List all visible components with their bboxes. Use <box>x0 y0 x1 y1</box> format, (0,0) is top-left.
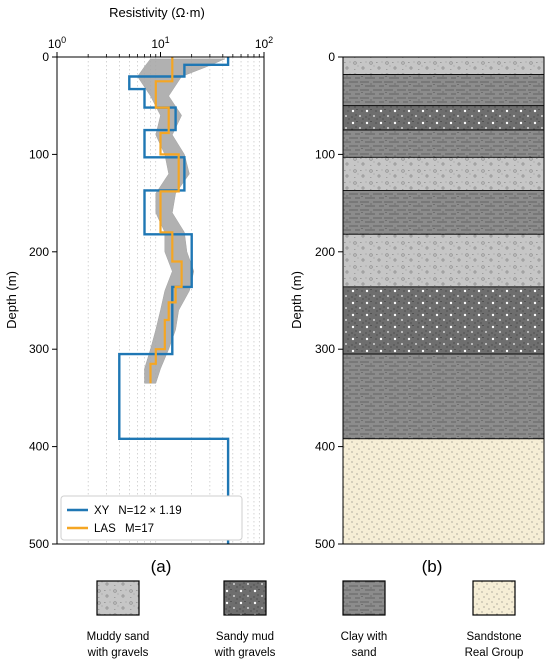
x-tick-label: 101 <box>151 35 169 51</box>
y-tick-label: 400 <box>29 440 49 454</box>
x-axis-title: Resistivity (Ω·m) <box>109 5 205 20</box>
y-tick-label: 300 <box>29 342 49 356</box>
series-line-xy <box>118 57 230 544</box>
key-swatch-clay <box>342 580 386 616</box>
grid <box>87 57 260 544</box>
y-tick-label: 100 <box>29 147 49 161</box>
key-label-sandy-mud: Sandy mud <box>216 631 274 643</box>
svg-text:XY N=12 × 1.19: XY N=12 × 1.19 <box>94 505 182 517</box>
lithology-layer-muddy-sand <box>342 56 545 75</box>
y-tick-label: 0 <box>42 50 49 64</box>
key-label-clay-line2: sand <box>352 647 377 659</box>
legend-suffix-xy: N=12 × 1.19 <box>118 505 181 517</box>
y-tick-label: 0 <box>328 50 335 64</box>
lithology-layer-muddy-sand <box>342 233 545 288</box>
y-tick-label: 400 <box>315 440 335 454</box>
x-ticks: 100 101 102 <box>48 35 273 57</box>
lithology-layer-clay <box>342 74 545 107</box>
lithology-y-ticks: 0 100 200 300 400 500 <box>315 50 343 551</box>
spread-band <box>137 58 226 384</box>
y-tick-label: 500 <box>315 537 335 551</box>
legend-box <box>60 495 243 541</box>
key-label-muddy-sand-line2: with gravels <box>87 647 149 659</box>
panel-label-b: (b) <box>422 557 443 576</box>
key-label-sandy-mud-line2: with gravels <box>214 647 276 659</box>
lithology-layer-sandy-mud <box>342 286 545 355</box>
key-swatch-muddy-sand <box>96 580 140 616</box>
key-label-sandstone-line2: Real Group <box>465 647 524 659</box>
lithology-y-axis-title: Depth (m) <box>289 271 304 329</box>
series-line-las <box>149 57 183 384</box>
x-tick-label: 102 <box>255 35 273 51</box>
lithology-key: Muddy sand with gravels Sandy mud with grav… <box>87 580 524 659</box>
y-tick-label: 500 <box>29 537 49 551</box>
y-axis-title: Depth (m) <box>4 271 19 329</box>
lithology-layer-clay <box>342 353 545 440</box>
y-tick-label: 200 <box>29 245 49 259</box>
resistivity-panel: Resistivity (Ω·m) Depth (m) 100 101 102 01… <box>4 5 273 576</box>
key-swatch-sandy-mud <box>223 580 267 616</box>
y-tick-label: 300 <box>315 342 335 356</box>
y-tick-label: 200 <box>315 245 335 259</box>
key-label-muddy-sand: Muddy sand <box>87 631 150 643</box>
key-swatch-sandstone <box>472 580 516 616</box>
legend-label-las: LAS <box>94 523 116 535</box>
x-tick-label: 100 <box>48 35 66 51</box>
resistivity-spread-band <box>137 58 226 384</box>
legend-label-xy: XY <box>94 505 110 517</box>
lithology-column <box>342 56 545 545</box>
lithology-frame <box>342 56 545 545</box>
lithology-layer-muddy-sand <box>342 156 545 191</box>
panel-label-a: (a) <box>151 557 172 576</box>
key-label-sandstone: Sandstone <box>467 631 522 643</box>
lithology-layer-clay <box>342 129 545 158</box>
legend: XY N=12 × 1.19 LAS M=17 <box>60 495 243 541</box>
lithology-layer-clay <box>342 190 545 235</box>
svg-text:LAS M=17: LAS M=17 <box>94 523 154 535</box>
legend-suffix-las: M=17 <box>125 523 154 535</box>
y-tick-label: 100 <box>315 147 335 161</box>
series-group <box>118 57 230 544</box>
lithology-layer-sandy-mud <box>342 105 545 131</box>
lithology-panel: Depth (m) 0 100 200 300 400 500 (b) <box>289 50 545 576</box>
lithology-layer-sandstone <box>342 438 545 545</box>
key-label-clay: Clay with <box>341 631 388 643</box>
y-ticks: 0 100 200 300 400 500 <box>29 50 57 551</box>
